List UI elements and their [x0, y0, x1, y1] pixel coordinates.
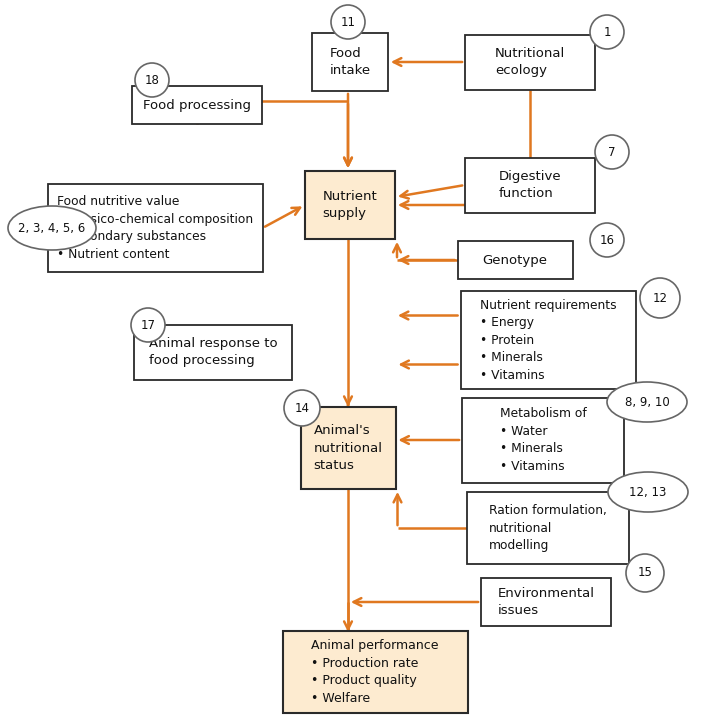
Circle shape: [590, 223, 624, 257]
Text: Animal performance
• Production rate
• Product quality
• Welfare: Animal performance • Production rate • P…: [311, 639, 439, 705]
Text: Animal's
nutritional
status: Animal's nutritional status: [314, 424, 382, 472]
Circle shape: [595, 135, 629, 169]
Text: Environmental
issues: Environmental issues: [498, 587, 595, 617]
FancyBboxPatch shape: [134, 325, 292, 379]
FancyBboxPatch shape: [462, 397, 624, 483]
Text: Nutritional
ecology: Nutritional ecology: [495, 46, 565, 78]
FancyBboxPatch shape: [460, 291, 636, 389]
Ellipse shape: [8, 206, 96, 250]
Text: 15: 15: [638, 566, 652, 579]
FancyBboxPatch shape: [312, 33, 388, 91]
Circle shape: [640, 278, 680, 318]
Text: Nutrient
supply: Nutrient supply: [323, 190, 378, 220]
Ellipse shape: [608, 472, 688, 512]
FancyBboxPatch shape: [481, 578, 611, 626]
Text: 17: 17: [141, 318, 155, 331]
Text: Animal response to
food processing: Animal response to food processing: [149, 336, 277, 368]
FancyBboxPatch shape: [458, 241, 572, 279]
Text: Metabolism of
• Water
• Minerals
• Vitamins: Metabolism of • Water • Minerals • Vitam…: [500, 407, 586, 473]
Text: 14: 14: [295, 402, 309, 415]
Text: Nutrient requirements
• Energy
• Protein
• Minerals
• Vitamins: Nutrient requirements • Energy • Protein…: [479, 299, 617, 381]
FancyBboxPatch shape: [467, 492, 629, 564]
FancyBboxPatch shape: [132, 86, 262, 124]
Text: Ration formulation,
nutritional
modelling: Ration formulation, nutritional modellin…: [489, 504, 607, 552]
Text: Food processing: Food processing: [143, 99, 251, 112]
Circle shape: [590, 15, 624, 49]
FancyBboxPatch shape: [305, 171, 395, 239]
Text: Digestive
function: Digestive function: [498, 170, 561, 200]
Text: 12, 13: 12, 13: [629, 486, 666, 499]
Circle shape: [626, 554, 664, 592]
FancyBboxPatch shape: [283, 631, 467, 713]
Text: 12: 12: [652, 291, 668, 304]
Text: 1: 1: [603, 25, 611, 38]
Text: 18: 18: [145, 73, 160, 86]
FancyBboxPatch shape: [300, 407, 396, 489]
Text: 7: 7: [608, 146, 616, 159]
Text: Genotype: Genotype: [482, 254, 548, 267]
FancyBboxPatch shape: [48, 184, 262, 272]
Text: Food
intake: Food intake: [330, 46, 370, 78]
Text: 2, 3, 4, 5, 6: 2, 3, 4, 5, 6: [18, 222, 86, 234]
Text: 11: 11: [340, 15, 356, 28]
Circle shape: [131, 308, 165, 342]
Circle shape: [284, 390, 320, 426]
FancyBboxPatch shape: [465, 157, 595, 212]
Circle shape: [135, 63, 169, 97]
Text: 16: 16: [600, 233, 614, 247]
Ellipse shape: [607, 382, 687, 422]
FancyBboxPatch shape: [465, 35, 595, 89]
Text: 8, 9, 10: 8, 9, 10: [625, 396, 669, 408]
Text: Food nutritive value
• Physico-chemical composition
• Secondary substances
• Nut: Food nutritive value • Physico-chemical …: [57, 195, 253, 261]
Circle shape: [331, 5, 365, 39]
